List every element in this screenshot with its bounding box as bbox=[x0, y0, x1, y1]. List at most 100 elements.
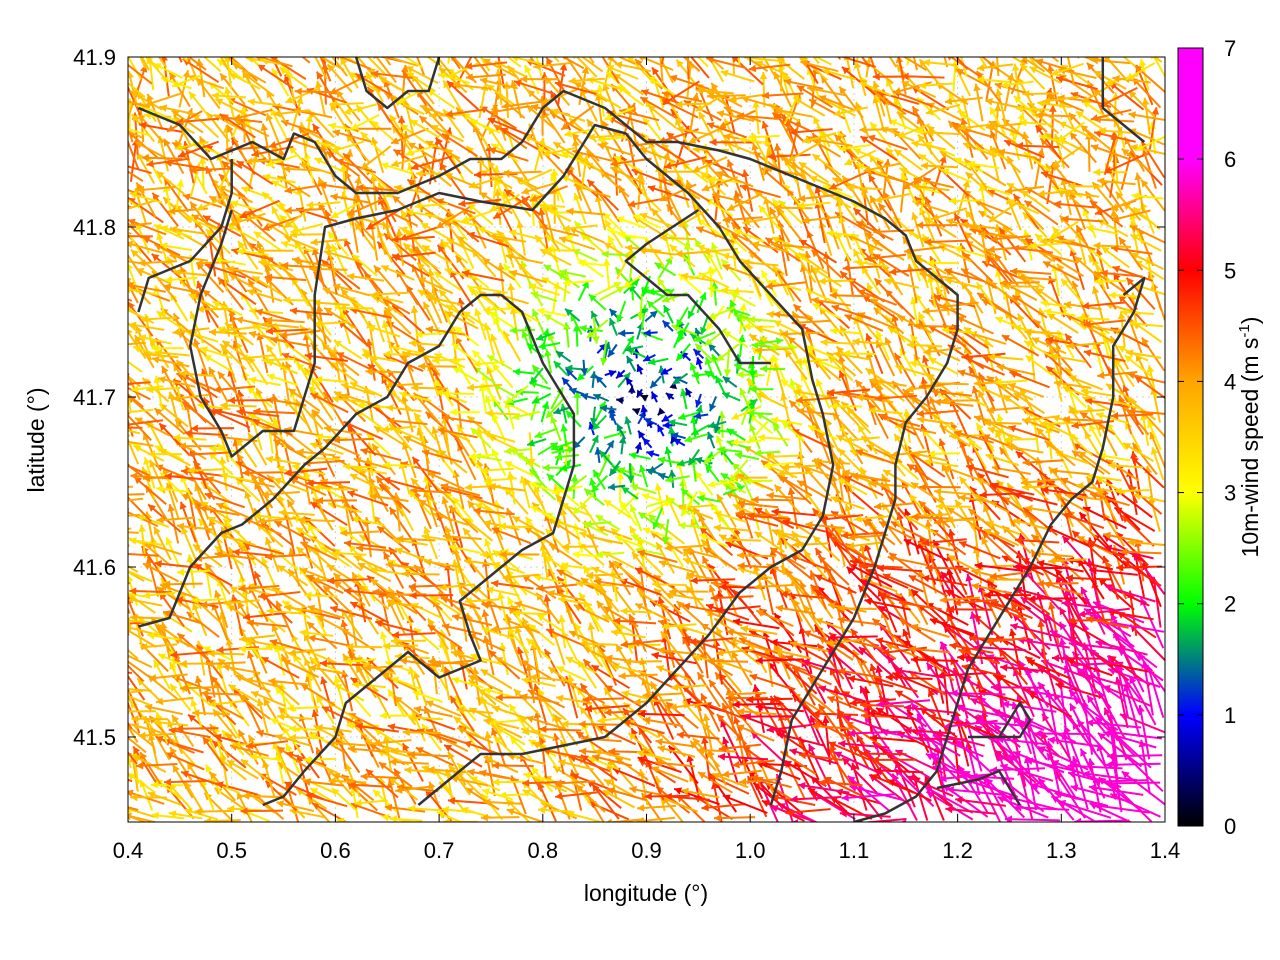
wind-vector bbox=[876, 699, 931, 708]
wind-vector bbox=[130, 793, 167, 802]
wind-vector bbox=[387, 688, 406, 718]
wind-vector bbox=[354, 799, 388, 807]
colorbar-label-superscript: -1 bbox=[1236, 324, 1253, 337]
wind-vector bbox=[726, 690, 767, 698]
wind-vector bbox=[246, 386, 273, 409]
wind-vector bbox=[436, 811, 464, 822]
wind-vector bbox=[1015, 450, 1051, 481]
wind-vector bbox=[128, 812, 159, 822]
wind-vector bbox=[151, 344, 184, 353]
wind-vector bbox=[439, 640, 454, 672]
wind-vector bbox=[618, 329, 634, 338]
wind-vector bbox=[841, 757, 879, 795]
wind-vector bbox=[615, 369, 626, 380]
wind-vector bbox=[169, 683, 192, 712]
wind-vector bbox=[1069, 703, 1097, 753]
wind-vector bbox=[700, 315, 709, 335]
wind-vector bbox=[722, 794, 768, 814]
wind-vector bbox=[671, 683, 708, 692]
wind-vector bbox=[737, 707, 777, 716]
wind-vector bbox=[1031, 782, 1085, 801]
wind-vector bbox=[238, 694, 271, 720]
wind-vector bbox=[245, 677, 283, 689]
wind-vector bbox=[153, 659, 171, 690]
x-tick-labels: 0.4 0.5 0.6 0.7 0.8 0.9 1.0 1.1 1.2 1.3 1.4 bbox=[113, 838, 1181, 863]
wind-vector bbox=[140, 643, 178, 651]
wind-vector bbox=[1025, 504, 1064, 515]
wind-vector bbox=[636, 816, 676, 822]
wind-vector bbox=[492, 778, 526, 786]
wind-vector bbox=[240, 758, 271, 783]
wind-vector bbox=[300, 683, 336, 707]
wind-vector bbox=[176, 724, 219, 733]
wind-vector bbox=[547, 666, 579, 690]
wind-vector bbox=[148, 673, 188, 682]
wind-vector bbox=[767, 452, 802, 461]
wind-vector bbox=[665, 392, 675, 401]
wind-vector bbox=[812, 709, 859, 718]
wind-vector bbox=[657, 407, 666, 416]
wind-vector bbox=[1000, 663, 1051, 673]
wind-vector bbox=[736, 551, 776, 560]
wind-vector bbox=[1025, 757, 1080, 773]
wind-vector bbox=[347, 745, 388, 753]
wind-vector bbox=[1105, 760, 1161, 769]
wind-vector bbox=[371, 685, 391, 719]
wind-vector bbox=[1067, 770, 1122, 788]
wind-vector bbox=[301, 57, 311, 64]
wind-vector bbox=[315, 496, 357, 505]
wind-vector bbox=[637, 430, 646, 441]
wind-vector bbox=[1148, 495, 1161, 532]
wind-vector bbox=[107, 300, 127, 336]
wind-vector bbox=[743, 57, 779, 62]
wind-vector bbox=[483, 798, 523, 807]
wind-vector bbox=[246, 288, 283, 302]
wind-vector bbox=[774, 647, 812, 660]
wind-vector bbox=[875, 339, 896, 377]
wind-vector bbox=[722, 375, 738, 388]
wind-vector bbox=[606, 787, 647, 802]
wind-vector bbox=[483, 687, 516, 699]
wind-vector bbox=[869, 734, 918, 743]
wind-vector bbox=[128, 806, 139, 811]
wind-vector bbox=[551, 108, 586, 122]
wind-vector bbox=[646, 450, 660, 458]
wind-vector bbox=[849, 784, 903, 801]
wind-vector bbox=[559, 463, 582, 472]
wind-vector bbox=[616, 300, 627, 323]
wind-vector bbox=[653, 825, 698, 833]
wind-vector bbox=[340, 382, 376, 396]
wind-vector bbox=[937, 671, 987, 680]
wind-vector bbox=[954, 739, 997, 778]
wind-vector bbox=[257, 591, 301, 600]
x-tick-label: 0.5 bbox=[216, 838, 247, 863]
wind-vector bbox=[261, 556, 277, 589]
y-tick-label: 41.8 bbox=[73, 215, 116, 240]
wind-vector bbox=[527, 689, 566, 709]
wind-vector bbox=[739, 777, 780, 786]
wind-vector bbox=[108, 246, 124, 277]
wind-vector bbox=[1082, 770, 1138, 782]
wind-vector bbox=[271, 623, 290, 660]
wind-vector bbox=[1046, 312, 1079, 334]
wind-vector bbox=[697, 746, 737, 755]
wind-vector bbox=[314, 57, 345, 71]
wind-vector bbox=[508, 703, 529, 732]
wind-vector bbox=[240, 807, 284, 815]
wind-vector bbox=[447, 797, 492, 805]
wind-vector bbox=[360, 131, 386, 157]
wind-vector bbox=[918, 81, 953, 90]
wind-vector bbox=[1088, 784, 1144, 796]
wind-vector bbox=[85, 649, 125, 667]
wind-vector bbox=[901, 72, 945, 81]
wind-vector bbox=[128, 736, 147, 754]
wind-vector bbox=[508, 229, 542, 241]
wind-vector bbox=[277, 706, 308, 733]
wind-vector bbox=[488, 649, 521, 680]
wind-vector bbox=[128, 689, 144, 694]
colorbar-tick-label: 0 bbox=[1224, 814, 1236, 839]
wind-vector bbox=[431, 356, 466, 365]
wind-vector bbox=[592, 753, 633, 767]
wind-vector bbox=[1117, 648, 1164, 682]
wind-vector bbox=[1086, 719, 1142, 729]
